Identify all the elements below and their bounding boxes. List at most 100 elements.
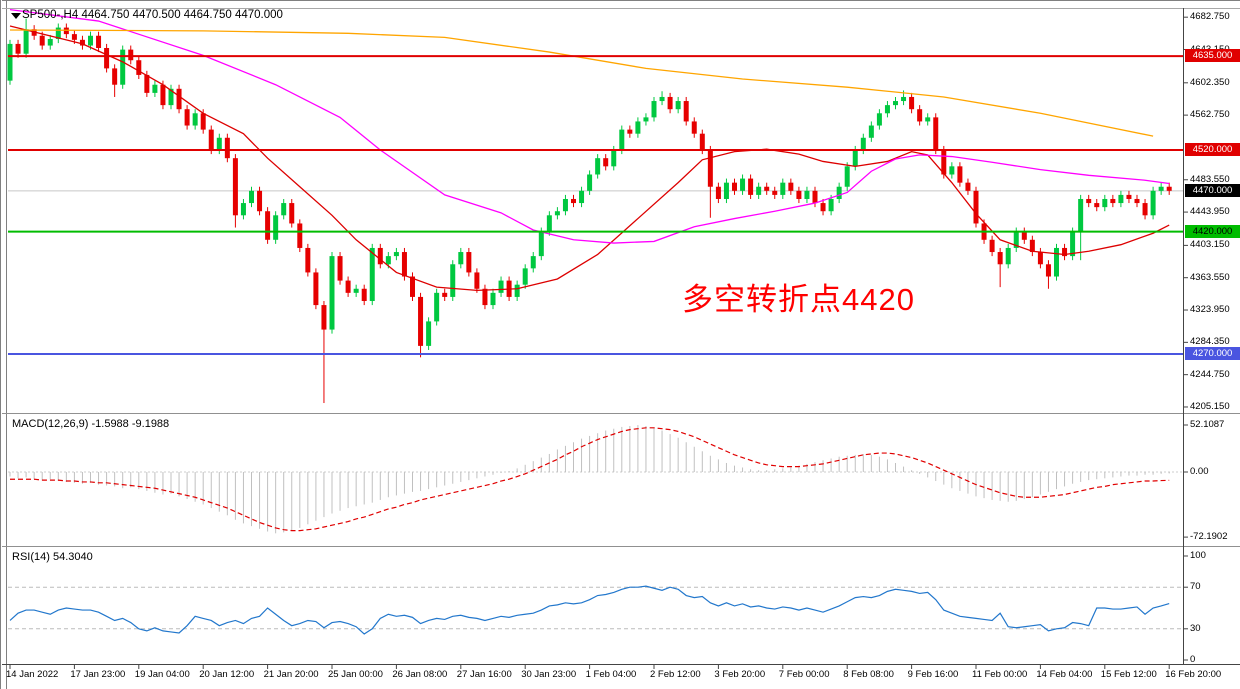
candle-body xyxy=(949,166,955,175)
candle-body xyxy=(659,96,665,102)
candle-body xyxy=(1070,231,1076,257)
rsi-panel[interactable] xyxy=(8,548,1183,663)
candle-body xyxy=(973,190,979,224)
candle-body xyxy=(289,203,295,224)
time-axis-label: 20 Jan 12:00 xyxy=(199,669,255,680)
candle-body xyxy=(1054,247,1059,277)
candle-body xyxy=(1005,247,1011,265)
price-level-badge-4420.000: 4420.000 xyxy=(1185,224,1240,238)
candle-body xyxy=(1021,231,1027,240)
price-axis-label: 4643.150 xyxy=(1190,44,1230,55)
candle-body xyxy=(281,203,287,216)
price-axis-label: 4244.750 xyxy=(1190,368,1230,380)
chart-annotation-text: 多空转折点4420 xyxy=(682,282,915,317)
candle-body xyxy=(273,215,279,240)
rsi-line xyxy=(9,585,1170,635)
candle-body xyxy=(868,125,874,138)
candle-body xyxy=(965,182,971,191)
candle-body xyxy=(1150,190,1156,216)
candle-body xyxy=(184,109,190,126)
candle-body xyxy=(458,252,464,265)
candle-body xyxy=(112,68,118,85)
candle-body xyxy=(772,190,778,195)
time-axis-label: 26 Jan 08:00 xyxy=(392,669,448,680)
price-axis-label: 4403.150 xyxy=(1190,239,1230,251)
candle-body xyxy=(313,272,319,306)
candle-body xyxy=(490,292,496,306)
candle-body xyxy=(1134,198,1140,204)
candle-body xyxy=(554,211,560,216)
macd-value-label: -1.5988 xyxy=(91,418,129,430)
candle-body xyxy=(651,101,657,118)
price-level-badge-4470.000: 4470.000 xyxy=(1185,183,1240,197)
ohlc-quote-label: 4464.750 4470.500 4464.750 4470.000 xyxy=(81,9,283,21)
macd-signal-line xyxy=(10,427,1170,532)
candle-body xyxy=(96,35,102,48)
price-axis-label: 4205.150 xyxy=(1190,400,1230,412)
candle-body xyxy=(1142,203,1148,216)
candle-body xyxy=(297,223,303,248)
candle-body xyxy=(675,101,681,110)
price-axis-label: 4284.350 xyxy=(1190,336,1230,348)
candle-body xyxy=(917,109,923,122)
time-axis-label: 9 Feb 16:00 xyxy=(907,669,959,680)
candle-body xyxy=(740,178,746,191)
candle-body xyxy=(635,121,641,134)
symbol-dropdown-icon[interactable] xyxy=(11,13,21,19)
candle-body xyxy=(361,288,367,302)
time-axis-scrollbar[interactable] xyxy=(8,664,1183,689)
candle-body xyxy=(796,190,802,199)
candle-body xyxy=(168,88,174,106)
candle-body xyxy=(1037,252,1043,265)
time-axis-label: 14 Feb 04:00 xyxy=(1036,669,1093,680)
candle-body xyxy=(1062,247,1068,257)
candle-body xyxy=(418,296,424,346)
candle-body xyxy=(1110,198,1116,204)
candle-body xyxy=(764,186,770,191)
time-axis-label: 15 Feb 12:00 xyxy=(1100,669,1157,680)
time-axis-label: 19 Jan 04:00 xyxy=(134,669,190,680)
price-level-badge-4635.000: 4635.000 xyxy=(1185,49,1240,63)
candle-body xyxy=(876,113,882,126)
macd-panel[interactable] xyxy=(8,415,1183,545)
candle-body xyxy=(353,288,359,293)
candle-body xyxy=(434,292,440,322)
candle-body xyxy=(321,305,327,330)
candle-body xyxy=(643,117,649,122)
candle-body xyxy=(627,129,633,134)
candle-body xyxy=(683,101,689,122)
candle-body xyxy=(852,150,858,167)
candle-body xyxy=(104,47,110,69)
macd-series xyxy=(8,425,1183,534)
price-axis-label: 4483.550 xyxy=(1190,173,1230,185)
candle-body xyxy=(546,215,552,232)
time-axis-label: 7 Feb 00:00 xyxy=(778,669,830,680)
ma-mid-magenta xyxy=(9,8,1170,244)
candle-body xyxy=(860,137,866,151)
macd-axis-label: -72.1902 xyxy=(1190,531,1228,543)
candle-body xyxy=(715,186,721,199)
candle-body xyxy=(442,292,448,297)
candle-body xyxy=(909,96,915,110)
candle-body xyxy=(587,174,593,191)
price-chart-panel[interactable] xyxy=(8,8,1183,412)
candle-body xyxy=(691,121,697,134)
rsi-indicator-header: RSI(14) 54.3040 xyxy=(12,551,93,563)
candle-body xyxy=(466,252,472,273)
candle-body xyxy=(667,96,673,110)
macd-name-label: MACD(12,26,9) xyxy=(12,418,89,430)
price-level-badge-4270.000: 4270.000 xyxy=(1185,347,1240,361)
candle-body xyxy=(1013,231,1019,248)
candle-body xyxy=(893,101,898,106)
time-axis-label: 27 Jan 16:00 xyxy=(456,669,512,680)
price-axis-label: 4562.750 xyxy=(1190,109,1230,121)
candle-body xyxy=(192,113,198,126)
candle-body xyxy=(1045,264,1051,277)
candle-body xyxy=(514,284,520,297)
candle-body xyxy=(901,96,907,102)
candle-body xyxy=(579,190,585,204)
candle-body xyxy=(699,133,705,151)
rsi-name-label: RSI(14) xyxy=(12,551,50,563)
